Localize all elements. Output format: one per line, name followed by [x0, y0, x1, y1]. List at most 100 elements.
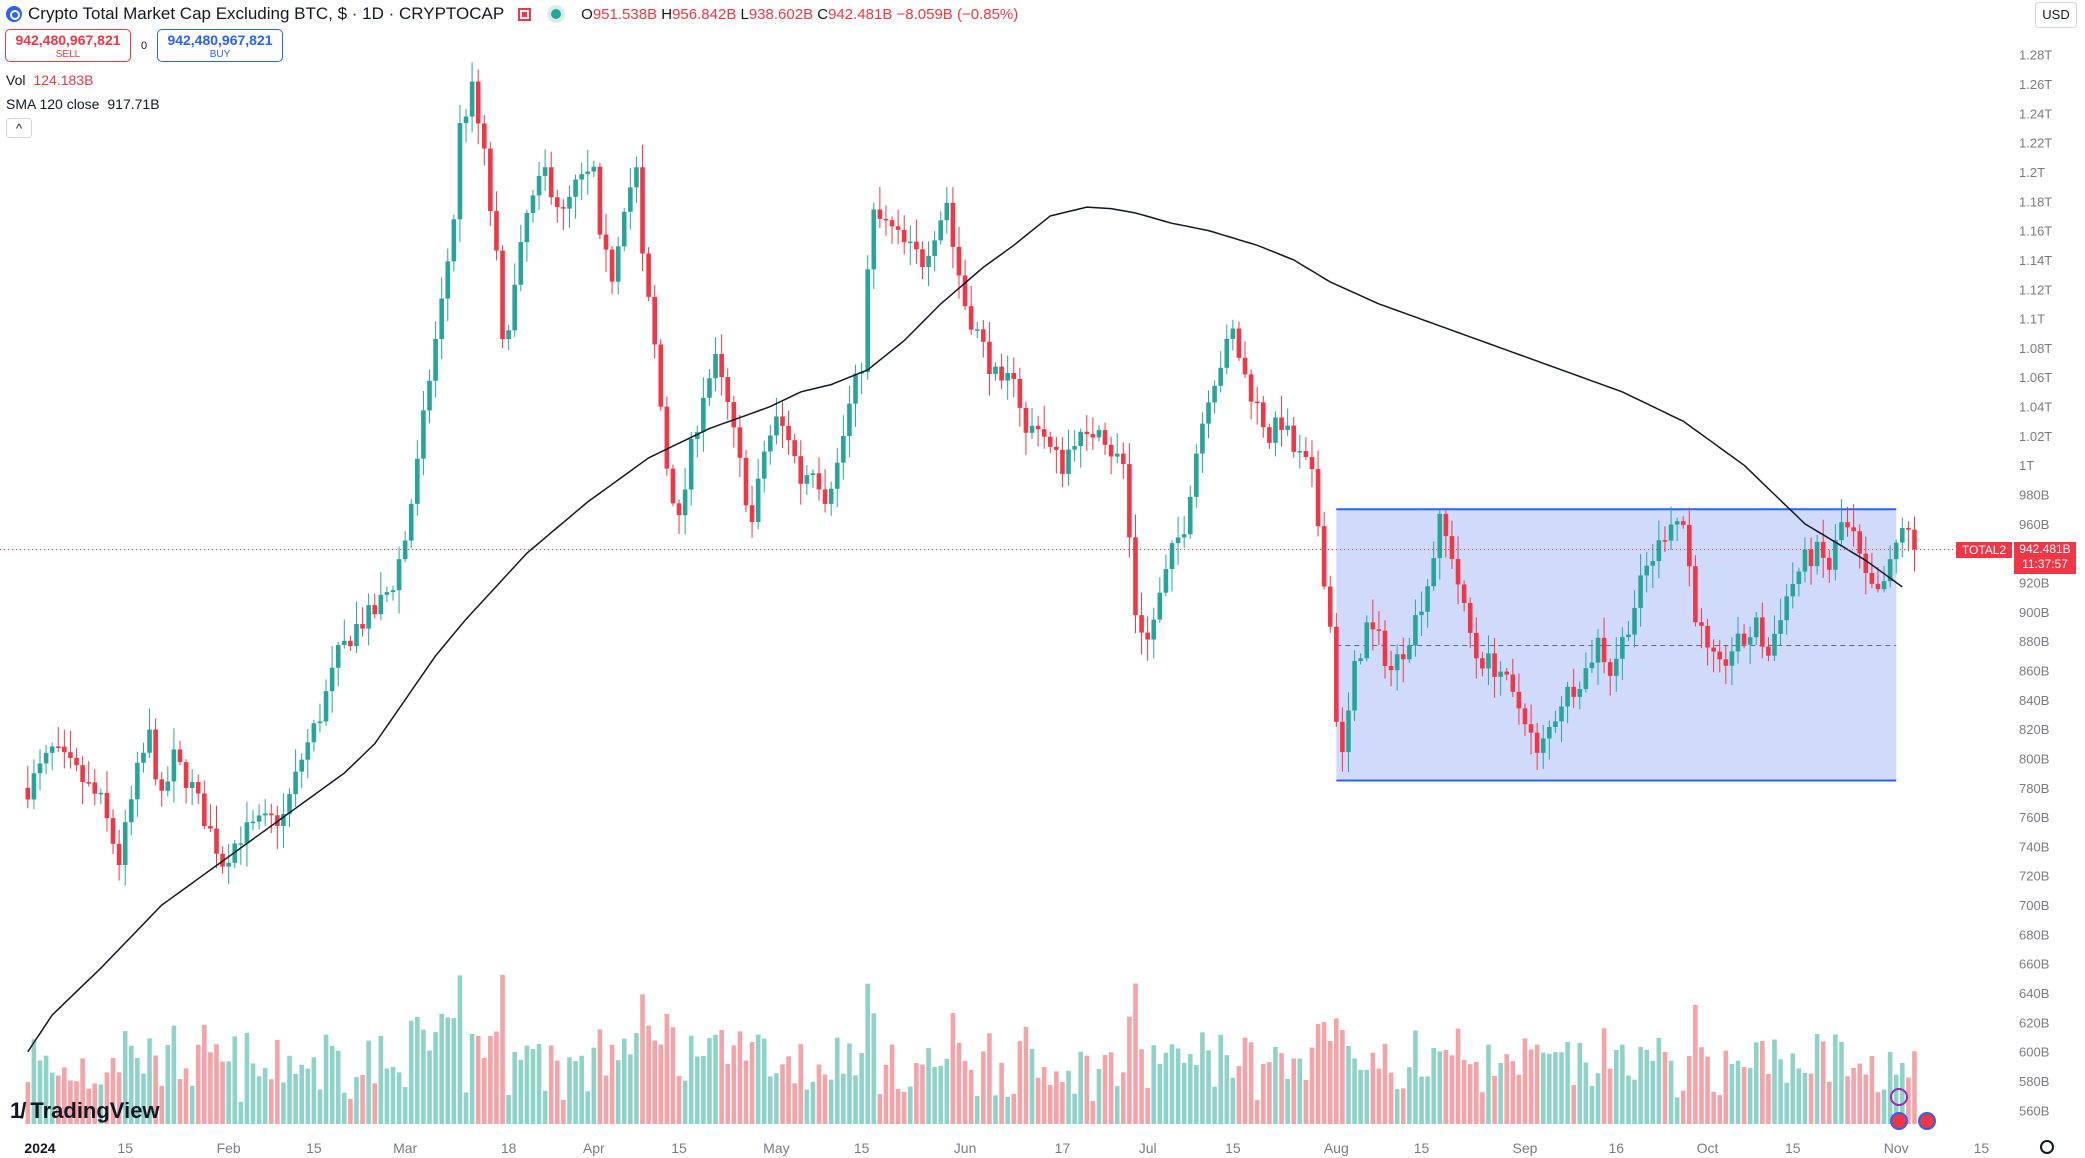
candle-body [183, 762, 189, 788]
x-axis-label: Nov [1884, 1140, 1909, 1156]
y-axis-label: 860B [2019, 663, 2049, 678]
volume-bar [1711, 1092, 1716, 1124]
candle-body [1717, 651, 1723, 660]
candle-body [1425, 586, 1430, 612]
candle-body [317, 721, 323, 724]
volume-bar [1370, 1052, 1376, 1124]
candle-body [1047, 436, 1053, 447]
volume-bar [37, 1060, 43, 1124]
tradingview-logo-icon: 1/ [10, 1098, 26, 1123]
candle-body [1127, 464, 1132, 538]
candle-body [1449, 536, 1455, 559]
candle-body [1577, 689, 1583, 697]
sell-button[interactable]: 942,480,967,821 SELL [5, 29, 131, 62]
volume-bar [646, 1025, 651, 1124]
candle-body [1121, 453, 1126, 465]
candle-body [281, 813, 286, 826]
candle-body [1090, 434, 1096, 438]
volume-bar [597, 1029, 603, 1124]
candle-body [1370, 622, 1376, 630]
volume-bar [329, 1045, 335, 1124]
candle-body [1534, 732, 1540, 753]
flag-icon[interactable] [518, 7, 532, 21]
volume-bar [1017, 1041, 1023, 1124]
candle-body [920, 249, 925, 268]
volume-legend[interactable]: Vol 124.183B [6, 72, 94, 88]
tradingview-logo[interactable]: 1/ TradingView [10, 1098, 160, 1123]
candle-body [780, 416, 785, 426]
volume-bar [658, 1044, 664, 1124]
volume-bar [1400, 1088, 1406, 1124]
candle-body [1893, 542, 1899, 560]
volume-bar [1595, 1073, 1601, 1124]
volume-bar [147, 1038, 152, 1124]
candle-body [1066, 449, 1071, 474]
candle-body [135, 762, 140, 800]
y-axis-label: 820B [2019, 722, 2049, 737]
x-axis-label: Sep [1513, 1140, 1538, 1156]
volume-bar [1376, 1068, 1382, 1124]
volume-bar [1632, 1079, 1637, 1124]
volume-bar [408, 1020, 414, 1124]
volume-bar [1613, 1049, 1619, 1124]
candle-body [950, 202, 956, 247]
volume-bar [1906, 1077, 1911, 1124]
candle-body [1133, 537, 1138, 616]
volume-bar [804, 1089, 810, 1124]
volume-bar [694, 1056, 700, 1124]
volume-bar [1291, 1058, 1297, 1124]
candle-body [1802, 549, 1808, 572]
candle-body [43, 752, 49, 764]
volume-bar [463, 1092, 469, 1124]
collapse-legend-button[interactable]: ^ [6, 118, 32, 138]
buy-button[interactable]: 942,480,967,821 BUY [157, 29, 283, 62]
volume-bar [256, 1076, 262, 1124]
candle-body [1833, 540, 1838, 570]
x-axis-label: 15 [1225, 1140, 1241, 1156]
volume-bar [1607, 1068, 1613, 1124]
sma-legend[interactable]: SMA 120 close 917.71B [6, 96, 160, 112]
settings-gear-icon[interactable] [2040, 1140, 2054, 1154]
candle-body [914, 241, 919, 250]
candle-body [287, 794, 292, 814]
market-status-icon[interactable] [551, 9, 562, 19]
volume-bar [1912, 1051, 1917, 1124]
volume-bar [500, 974, 505, 1124]
candle-body [147, 729, 152, 753]
volume-bar [950, 1013, 956, 1124]
ohlc-values: O951.538B H956.842B L938.602B C942.481B … [581, 5, 1019, 23]
volume-bar [1534, 1044, 1540, 1124]
currency-selector[interactable]: USD [2035, 2, 2077, 28]
candle-body [719, 353, 724, 378]
volume-bar [421, 1029, 426, 1124]
volume-bar [299, 1064, 304, 1124]
candle-body [1467, 602, 1473, 633]
volume-bar [74, 1081, 79, 1124]
y-axis-label: 1.18T [2019, 194, 2052, 209]
candle-body [1735, 633, 1741, 652]
us-flag-icon-2[interactable] [1918, 1112, 1936, 1130]
volume-bar [220, 1061, 225, 1124]
chart-title[interactable]: Crypto Total Market Cap Excluding BTC, $… [28, 4, 505, 23]
candle-body [670, 468, 676, 504]
candle-body [1029, 425, 1035, 433]
candle-body [555, 197, 560, 208]
us-flag-icon[interactable] [1890, 1112, 1908, 1130]
candle-body [1394, 654, 1400, 671]
volume-bar [1163, 1052, 1169, 1124]
candle-body [676, 503, 682, 516]
volume-bar [1887, 1051, 1893, 1124]
volume-bar [55, 1075, 61, 1124]
candle-body [664, 406, 670, 469]
lightning-icon[interactable] [1890, 1088, 1908, 1106]
candle-body [993, 366, 998, 374]
x-axis-label: 2024 [24, 1140, 55, 1156]
volume-bar [165, 1045, 171, 1124]
candle-body [628, 187, 633, 212]
volume-bar [615, 1060, 621, 1124]
candle-body [877, 209, 883, 219]
candle-body [1486, 653, 1491, 669]
volume-bar [1303, 1079, 1309, 1124]
